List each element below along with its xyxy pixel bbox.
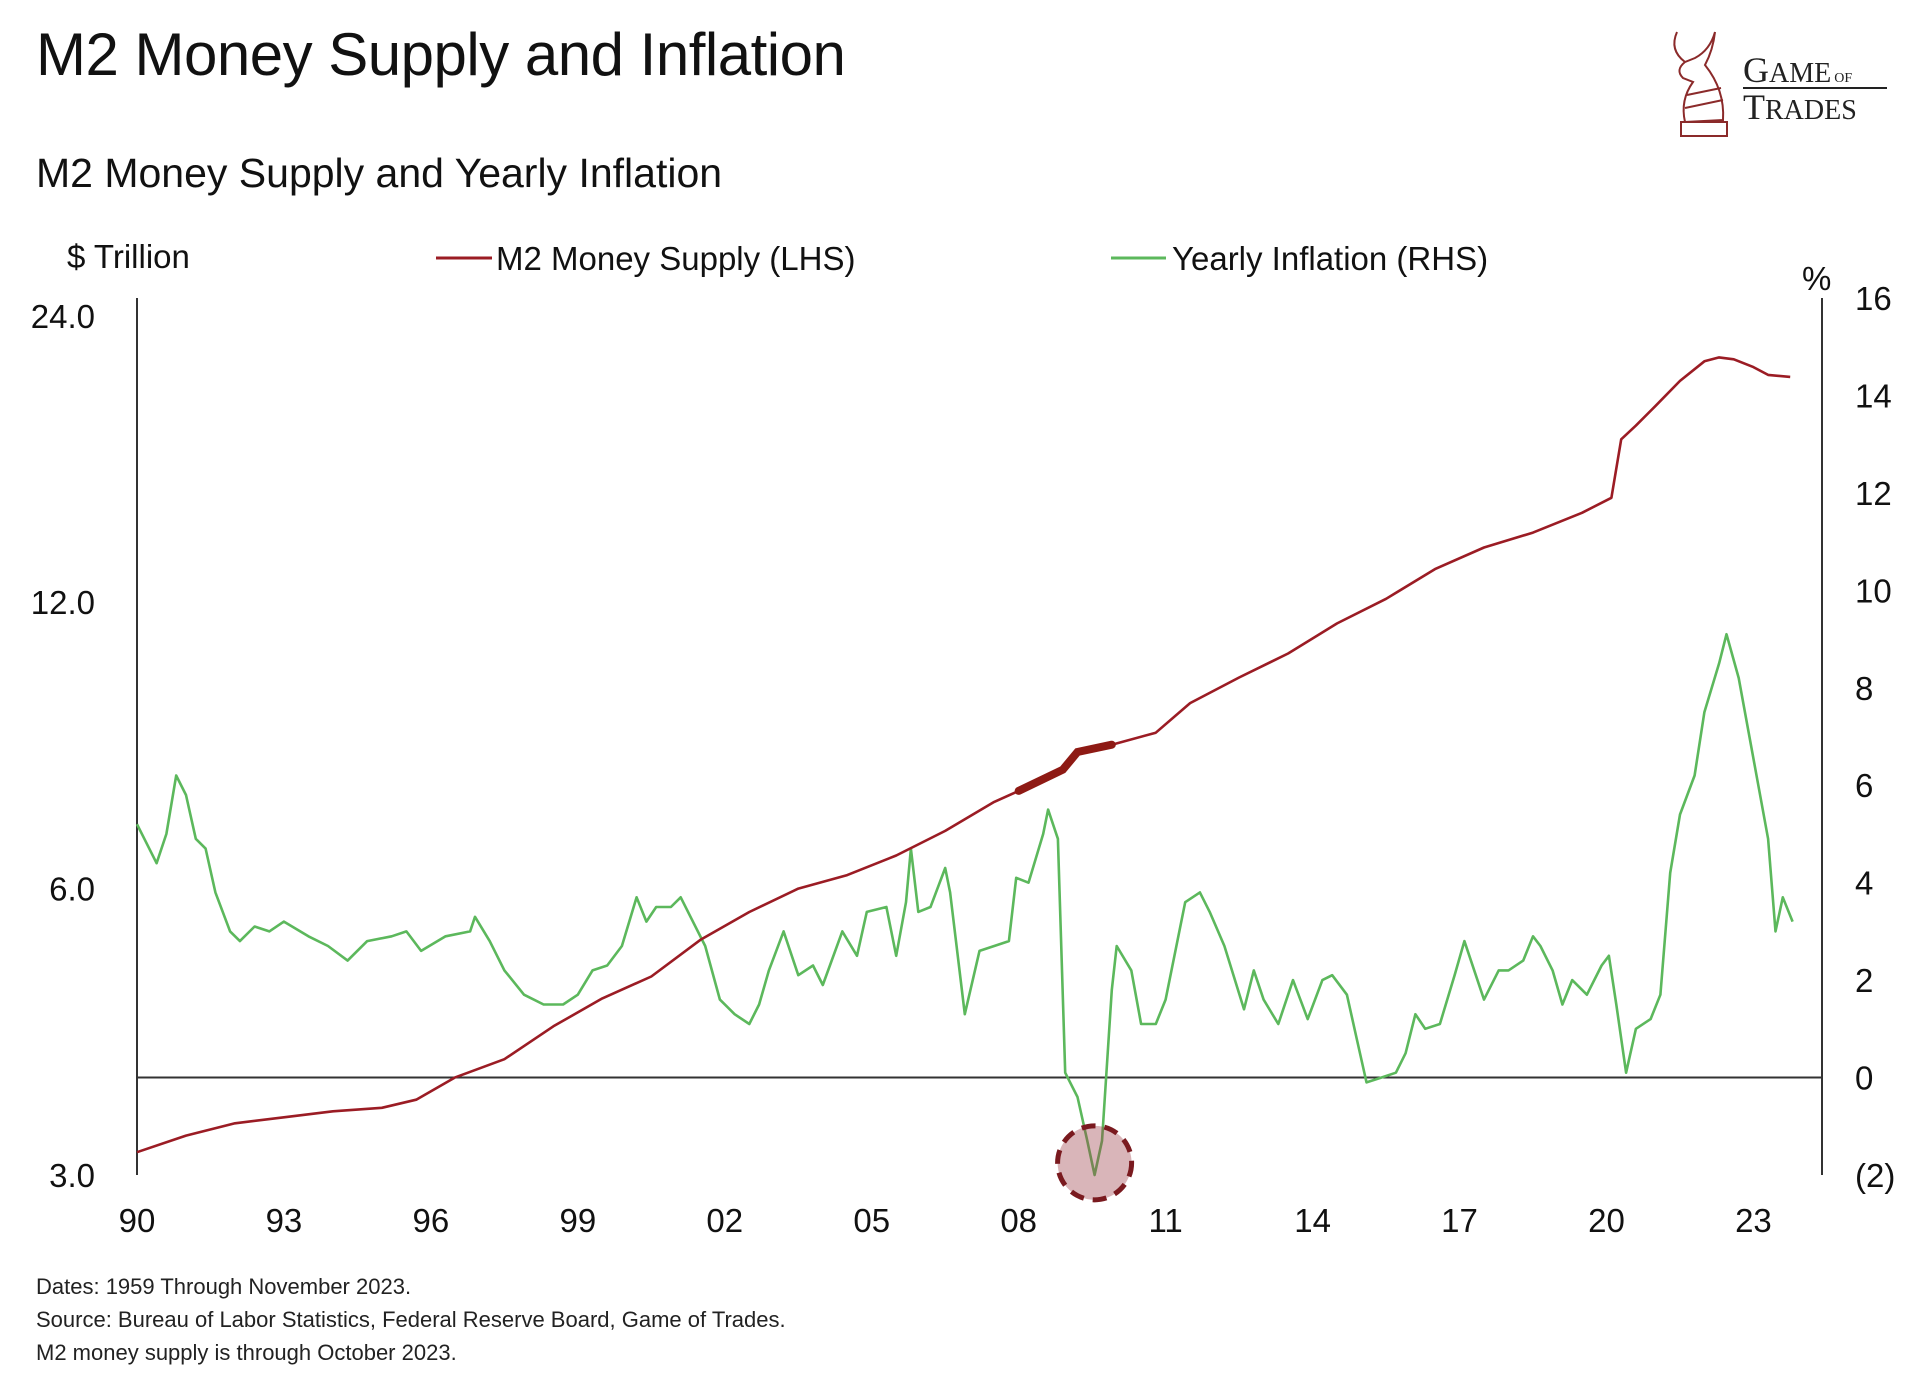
page-title: M2 Money Supply and Inflation xyxy=(36,21,846,88)
svg-text:TRADES: TRADES xyxy=(1743,87,1857,127)
left-tick-label: 12.0 xyxy=(31,584,95,621)
x-tick-label: 08 xyxy=(1000,1202,1037,1239)
right-tick-label: 6 xyxy=(1855,767,1873,804)
right-tick-label: (2) xyxy=(1855,1157,1895,1194)
legend-label-m2: M2 Money Supply (LHS) xyxy=(496,240,855,277)
legend-label-inflation: Yearly Inflation (RHS) xyxy=(1172,240,1488,277)
right-tick-label: 8 xyxy=(1855,670,1873,707)
x-tick-label: 93 xyxy=(266,1202,303,1239)
inflation-line xyxy=(135,632,1794,1177)
right-tick-label: 4 xyxy=(1855,865,1873,902)
right-tick-label: 10 xyxy=(1855,572,1892,609)
m2-line xyxy=(136,356,1791,1154)
footnote-dates: Dates: 1959 Through November 2023. xyxy=(36,1274,412,1299)
left-tick-label: 6.0 xyxy=(49,871,95,908)
x-tick-label: 02 xyxy=(706,1202,743,1239)
x-tick-label: 05 xyxy=(853,1202,890,1239)
right-tick-label: 2 xyxy=(1855,962,1873,999)
right-tick-label: 14 xyxy=(1855,377,1892,414)
footnote-m2: M2 money supply is through October 2023. xyxy=(36,1340,457,1365)
left-tick-label: 24.0 xyxy=(31,298,95,335)
left-tick-label: 3.0 xyxy=(49,1157,95,1194)
x-tick-label: 96 xyxy=(413,1202,450,1239)
x-tick-label: 20 xyxy=(1588,1202,1625,1239)
x-tick-label: 11 xyxy=(1149,1202,1183,1239)
footnote-source: Source: Bureau of Labor Statistics, Fede… xyxy=(36,1307,786,1332)
highlight-circle xyxy=(1055,1123,1135,1203)
m2-highlight-segment xyxy=(1014,740,1116,795)
bull-chess-knight-icon xyxy=(1673,31,1728,137)
left-axis-label: $ Trillion xyxy=(67,238,190,275)
chart-subtitle: M2 Money Supply and Yearly Inflation xyxy=(36,150,723,196)
x-tick-label: 17 xyxy=(1441,1202,1478,1239)
right-tick-label: 16 xyxy=(1855,280,1892,317)
x-tick-label: 14 xyxy=(1294,1202,1331,1239)
x-tick-label: 99 xyxy=(559,1202,596,1239)
right-axis-label: % xyxy=(1802,260,1831,297)
x-tick-label: 90 xyxy=(119,1202,156,1239)
right-tick-label: 0 xyxy=(1855,1060,1873,1097)
right-tick-label: 12 xyxy=(1855,475,1892,512)
logo: GAME OF TRADES xyxy=(1673,31,1887,137)
x-tick-label: 23 xyxy=(1735,1202,1772,1239)
